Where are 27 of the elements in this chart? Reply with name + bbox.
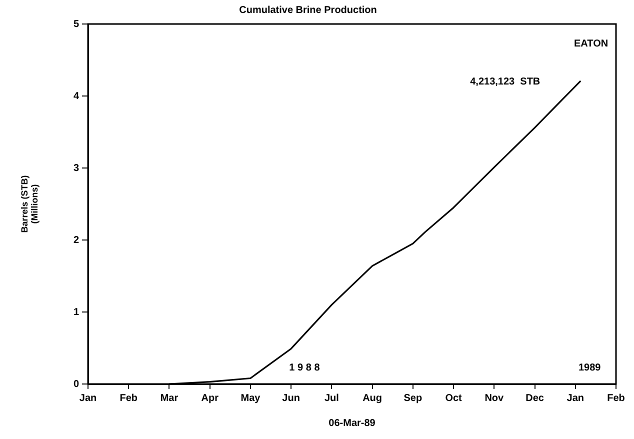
x-tick-label: Feb	[120, 392, 138, 404]
x-tick-label: Dec	[526, 392, 544, 404]
x-tick-label: Jan	[79, 392, 97, 404]
annotation: 1 9 8 8	[289, 362, 320, 374]
x-tick-label: Jan	[566, 392, 584, 404]
x-tick-label: Apr	[201, 392, 219, 404]
x-tick-label: Aug	[362, 392, 382, 404]
annotation: 4,213,123 STB	[470, 76, 540, 88]
x-tick-label: Feb	[607, 392, 625, 404]
y-axis-title: Barrels (STB) (Millions)	[19, 175, 40, 233]
x-tick-label: Oct	[445, 392, 463, 404]
y-tick-label: 0	[73, 378, 80, 390]
y-tick-label: 4	[73, 90, 80, 102]
x-tick-label: Sep	[404, 392, 422, 404]
y-tick-label: 1	[73, 306, 80, 318]
y-tick-label: 2	[73, 234, 80, 246]
y-tick-label: 3	[73, 162, 80, 174]
chart-title: Cumulative Brine Production	[239, 4, 377, 16]
x-tick-label: Jul	[324, 392, 340, 404]
annotation: 1989	[578, 362, 602, 374]
x-axis-title: 06-Mar-89	[328, 418, 376, 429]
x-tick-label: Nov	[484, 392, 504, 404]
x-tick-label: Mar	[160, 392, 178, 404]
x-tick-label: May	[240, 392, 261, 404]
annotation: EATON	[574, 38, 608, 50]
y-tick-label: 5	[73, 18, 80, 30]
x-tick-label: Jun	[282, 392, 300, 404]
